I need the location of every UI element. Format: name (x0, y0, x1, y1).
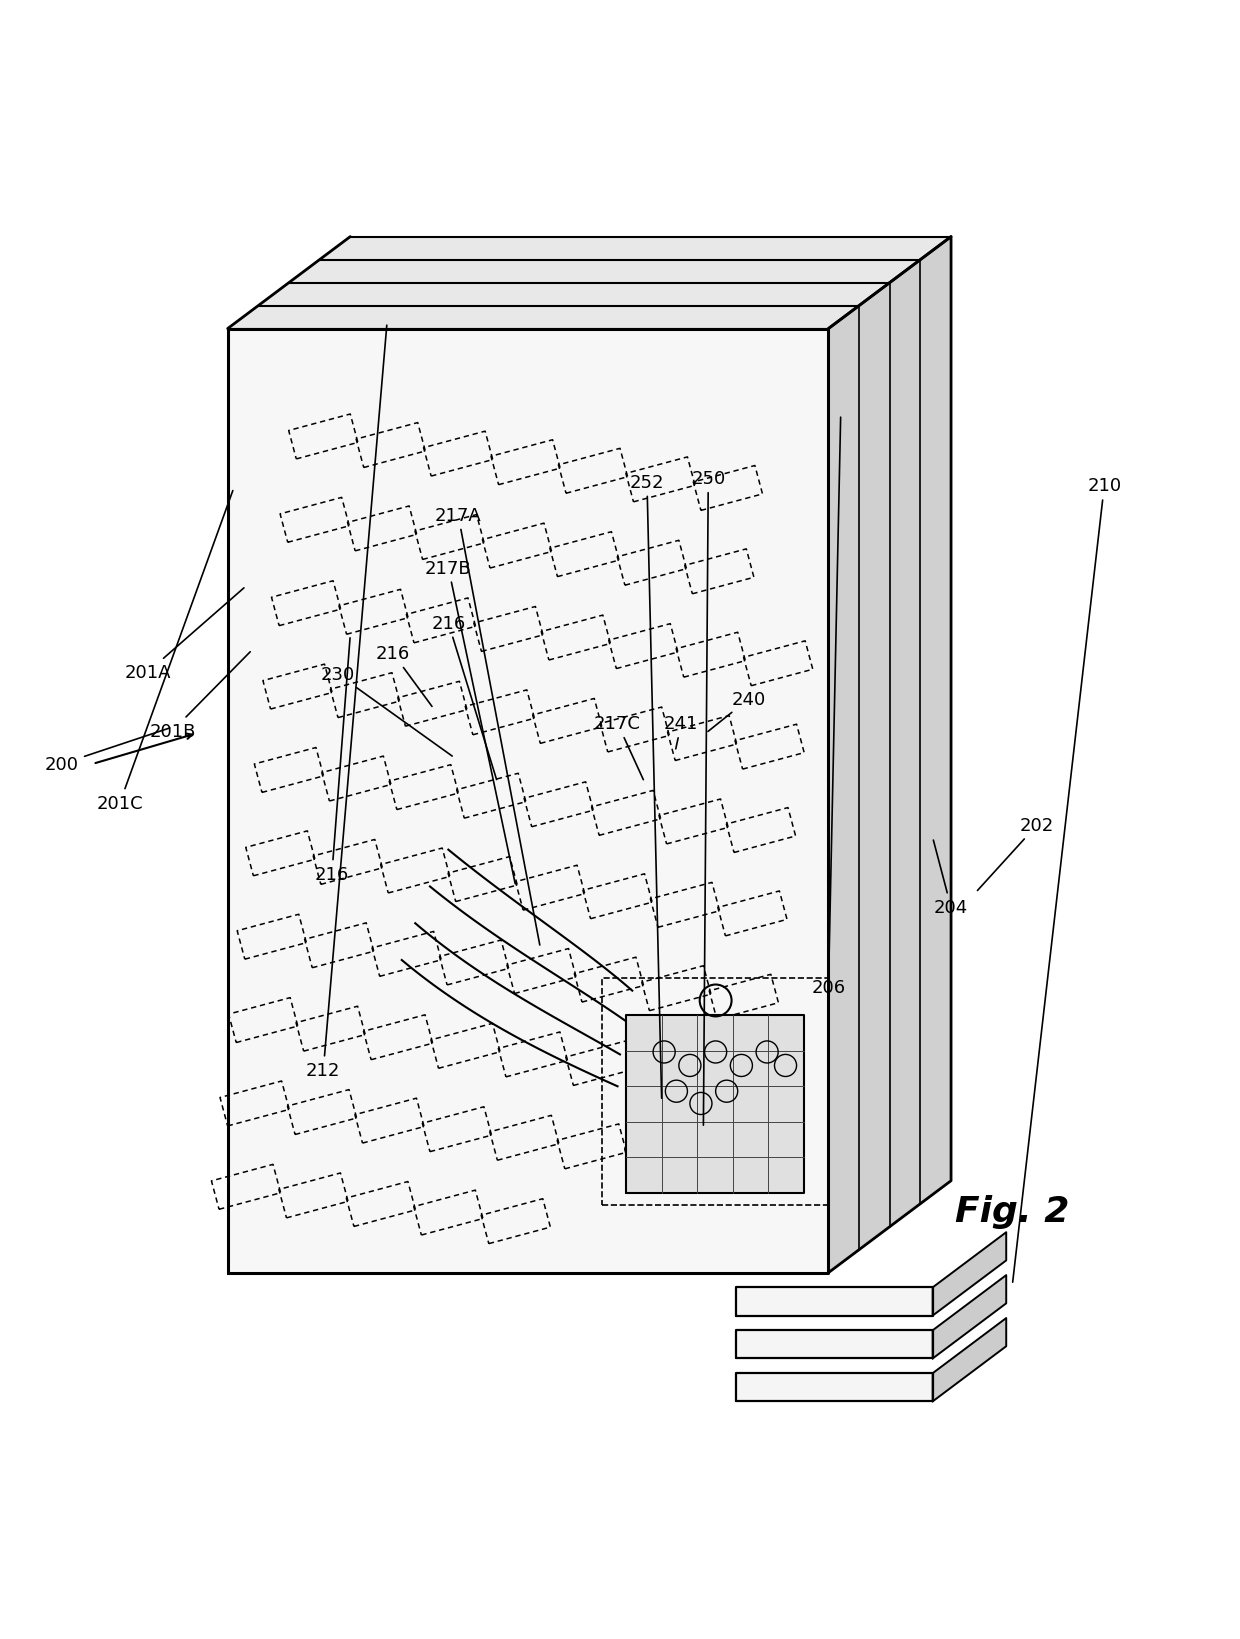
Text: 204: 204 (934, 841, 968, 916)
Text: Fig. 2: Fig. 2 (955, 1195, 1070, 1229)
Polygon shape (737, 1331, 932, 1359)
Text: 206: 206 (811, 418, 846, 997)
Text: 216: 216 (376, 646, 432, 706)
Text: 201B: 201B (149, 652, 250, 741)
Polygon shape (932, 1275, 1006, 1359)
Polygon shape (228, 329, 828, 1274)
Text: 217B: 217B (425, 559, 515, 883)
Text: 202: 202 (977, 816, 1054, 892)
Text: 210: 210 (1013, 477, 1121, 1282)
Polygon shape (932, 1318, 1006, 1401)
Text: 252: 252 (630, 474, 665, 1098)
Text: 201C: 201C (97, 492, 233, 813)
Text: 216: 216 (432, 615, 496, 780)
Text: 201A: 201A (125, 588, 244, 682)
Polygon shape (828, 238, 951, 1274)
Polygon shape (932, 1233, 1006, 1316)
Polygon shape (737, 1373, 932, 1401)
Text: 212: 212 (306, 326, 387, 1080)
Text: 240: 240 (708, 690, 766, 733)
Polygon shape (626, 1016, 804, 1193)
Text: 250: 250 (691, 470, 725, 1126)
Text: 217A: 217A (435, 506, 539, 946)
Text: 241: 241 (665, 715, 698, 749)
Text: 230: 230 (321, 665, 453, 757)
Polygon shape (737, 1288, 932, 1316)
Text: 217C: 217C (594, 715, 644, 780)
Text: 200: 200 (45, 728, 170, 774)
Text: 216: 216 (315, 639, 350, 883)
Polygon shape (228, 238, 951, 329)
